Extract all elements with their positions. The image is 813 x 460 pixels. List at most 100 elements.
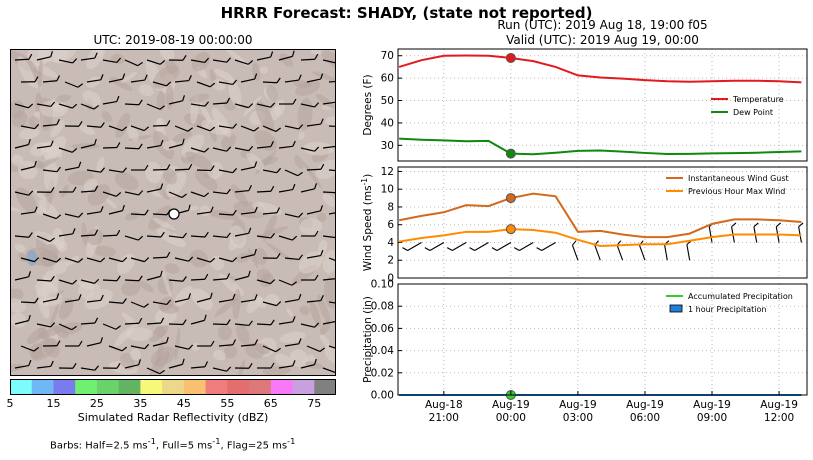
wind-barb-shaft [42, 169, 57, 173]
wind-barb-shaft [86, 342, 101, 347]
wind-barb-shaft [20, 211, 35, 215]
wind-barb [86, 337, 104, 347]
wind-barb [328, 210, 335, 215]
wind-barb-shaft [58, 323, 73, 331]
wind-barb-tick [275, 127, 281, 132]
colorbar-tick-label: 55 [220, 397, 235, 410]
wind-barb [80, 278, 100, 284]
wind-barb-shaft [36, 365, 51, 369]
wind-barb-shaft [196, 125, 211, 132]
wind-barb-tick [188, 163, 193, 170]
wind-barb-shaft [80, 279, 95, 284]
wind-barb [36, 101, 56, 108]
wind-barb-tick [34, 206, 38, 213]
wind-barb-shaft [108, 169, 123, 173]
wind-barb-tick [187, 204, 191, 211]
wind-barb-shaft [174, 168, 190, 171]
wind-barb-shaft [80, 103, 95, 110]
wind-barb-shaft [146, 188, 161, 193]
wind-barb-tick [314, 53, 319, 60]
terrain-shade [32, 63, 59, 78]
wind-barb [131, 164, 149, 171]
terrain-shade [191, 342, 200, 352]
wind-barb-shaft [102, 59, 117, 64]
wind-barb-shaft [190, 59, 205, 64]
wind-barb-tick [320, 118, 324, 125]
wind-barb-shaft [152, 81, 167, 87]
colorbar-swatch [162, 379, 185, 395]
wind-barb [257, 362, 275, 369]
main-title: HRRR Forecast: SHADY, (state not reporte… [220, 4, 593, 22]
wind-barb [306, 249, 324, 259]
wind-barb-shaft [14, 276, 29, 281]
wind-barb-tick [254, 161, 258, 168]
wind-barb-tick [226, 146, 232, 152]
wind-barb [190, 314, 207, 325]
wind-barb-tick [204, 57, 210, 63]
wind-barb-shaft [284, 79, 299, 83]
terrain-shade [50, 120, 65, 138]
x-tick-label-date: Aug-19 [693, 399, 731, 411]
wind-barb [146, 139, 164, 149]
terrain-shade [265, 293, 280, 306]
wind-barb-shaft [240, 166, 255, 171]
barbs-legend-note: Barbs: Half=2.5 ms-1, Full=5 ms-1, Flag=… [50, 436, 295, 451]
wind-barb-tick [182, 319, 187, 325]
wind-barb-shaft [20, 125, 35, 130]
x-tick-label-time: 09:00 [697, 412, 727, 424]
wind-barb-shaft [168, 191, 183, 199]
terrain-shade [156, 186, 170, 200]
wind-barb [300, 146, 320, 152]
wind-barb-tick [232, 79, 238, 85]
wind-barb [306, 118, 324, 127]
terrain-shade [324, 344, 335, 364]
wind-barb-shaft [300, 188, 315, 193]
wind-barb-tick [78, 212, 84, 218]
wind-barb [42, 166, 61, 173]
wind-barb [306, 163, 325, 171]
wind-barb-tick [116, 95, 120, 102]
wind-barb-shaft [152, 342, 167, 347]
wind-barb [300, 102, 320, 108]
wind-barb-shaft [14, 320, 29, 325]
terrain-shade [86, 76, 101, 88]
wind-barb [278, 316, 296, 325]
wind-barb [218, 339, 237, 347]
wind-barb [328, 80, 335, 83]
plot-area [398, 49, 807, 161]
y-axis-label-text: Degrees (F) [362, 74, 374, 135]
wind-barb-tick [137, 235, 144, 241]
terrain-shade [236, 323, 250, 346]
wind-barb-shaft [130, 257, 145, 263]
wind-barb [124, 317, 143, 325]
wind-barb-tick [314, 322, 320, 328]
wind-barb-shaft [124, 59, 139, 67]
terrain-shade [322, 249, 335, 274]
wind-barb [102, 142, 121, 149]
y-tick-label: 0.00 [371, 390, 394, 402]
terrain-shade [37, 59, 43, 90]
terrain-shade [228, 78, 242, 109]
y-tick-label: 60 [381, 73, 394, 85]
wind-barb [262, 77, 281, 84]
wind-barb [42, 118, 60, 127]
y-tick-label: 70 [381, 50, 394, 62]
terrain-shade [163, 167, 177, 185]
wind-barb-shaft [36, 323, 51, 328]
wind-barb-tick [50, 101, 56, 107]
wind-barb-tick [320, 163, 325, 170]
wind-barb [108, 73, 126, 83]
terrain-shade [154, 117, 165, 132]
wind-barb-tick [232, 293, 236, 300]
wind-barb [174, 256, 194, 262]
wind-barb [59, 186, 77, 193]
wind-barb-shaft [190, 366, 205, 369]
terrain-shade [266, 84, 278, 102]
wind-barb [42, 340, 61, 347]
wind-barb-tick [254, 73, 258, 80]
colorbar-tick-label: 35 [133, 397, 148, 410]
wind-barb-tick [203, 314, 207, 321]
terrain-shade [17, 160, 38, 180]
wind-barb-tick [144, 257, 150, 263]
terrain-shade [17, 56, 35, 87]
